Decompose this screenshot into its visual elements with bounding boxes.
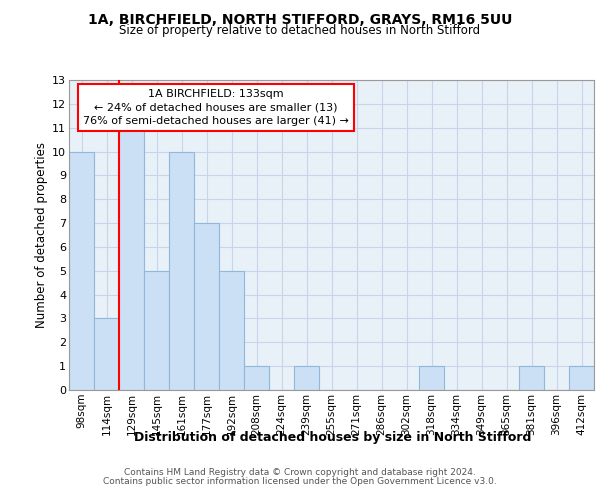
Bar (569, 366, 594, 390)
Text: Contains HM Land Registry data © Crown copyright and database right 2024.: Contains HM Land Registry data © Crown c… (124, 468, 476, 477)
Text: 1A BIRCHFIELD: 133sqm
← 24% of detached houses are smaller (13)
76% of semi-deta: 1A BIRCHFIELD: 133sqm ← 24% of detached … (83, 90, 349, 126)
Bar (119, 128, 144, 390)
Bar (144, 271, 169, 390)
Bar (294, 366, 319, 390)
Text: Distribution of detached houses by size in North Stifford: Distribution of detached houses by size … (134, 431, 532, 444)
Bar (419, 366, 444, 390)
Y-axis label: Number of detached properties: Number of detached properties (35, 142, 48, 328)
Bar (169, 152, 194, 390)
Bar (219, 271, 244, 390)
Bar (194, 223, 219, 390)
Bar (69, 152, 94, 390)
Text: 1A, BIRCHFIELD, NORTH STIFFORD, GRAYS, RM16 5UU: 1A, BIRCHFIELD, NORTH STIFFORD, GRAYS, R… (88, 12, 512, 26)
Text: Contains public sector information licensed under the Open Government Licence v3: Contains public sector information licen… (103, 476, 497, 486)
Bar (519, 366, 544, 390)
Bar (94, 318, 119, 390)
Bar (244, 366, 269, 390)
Text: Size of property relative to detached houses in North Stifford: Size of property relative to detached ho… (119, 24, 481, 37)
